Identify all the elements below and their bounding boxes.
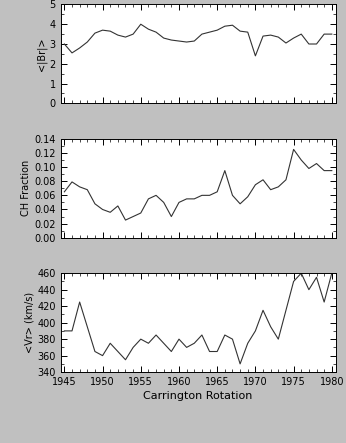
- Y-axis label: <|Br|>: <|Br|>: [36, 37, 47, 70]
- X-axis label: Carrington Rotation: Carrington Rotation: [143, 391, 253, 401]
- Y-axis label: CH Fraction: CH Fraction: [21, 160, 31, 216]
- Y-axis label: <Vr> (km/s): <Vr> (km/s): [25, 292, 34, 353]
